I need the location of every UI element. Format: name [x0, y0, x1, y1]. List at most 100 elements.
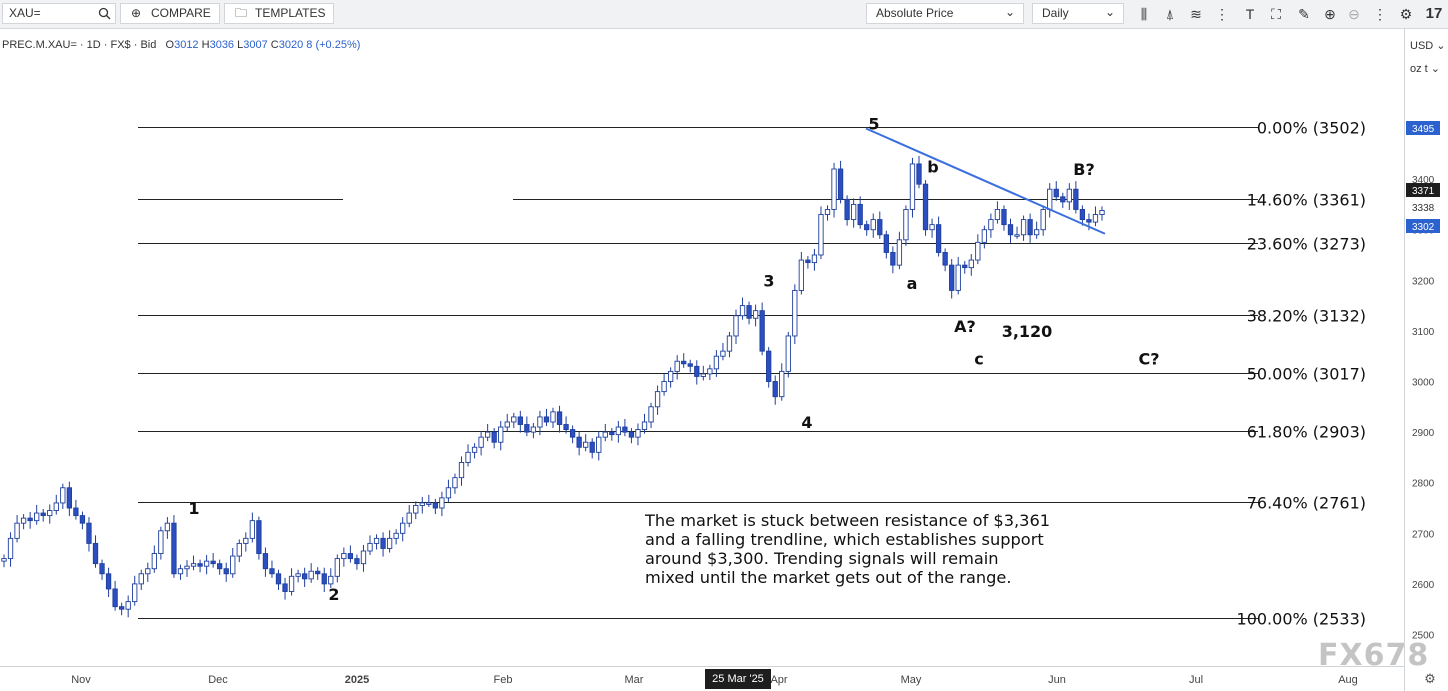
analysis-line: around $3,300. Trending signals will rem… [645, 549, 999, 568]
candle-body [230, 555, 236, 575]
wave-label: B? [1073, 160, 1094, 179]
candle-body [517, 416, 523, 425]
change-value: 8 (+0.25%) [306, 39, 361, 51]
indicators-icon[interactable]: ≋ [1190, 6, 1202, 22]
search-icon[interactable] [98, 4, 111, 28]
candle-body [681, 360, 687, 365]
candle-body [413, 505, 419, 514]
price-badge-label: 3302 [1412, 222, 1435, 233]
compare-label: COMPARE [151, 6, 211, 20]
candle-body [321, 573, 327, 585]
price-badge [1406, 219, 1440, 233]
candle-body [563, 424, 569, 431]
analysis-note: The market is stuck between resistance o… [645, 511, 1115, 587]
zoom-in-icon[interactable]: ⊕ [1324, 6, 1336, 22]
instrument-label: PREC.M.XAU= · 1D · FX$ · Bid [2, 39, 157, 51]
candle-body [602, 431, 608, 438]
candle-body [269, 568, 275, 575]
axis-settings-icon[interactable]: ⚙ [1424, 671, 1436, 686]
drawing-icon[interactable]: ⋮ [1215, 6, 1229, 22]
wave-label: 5 [868, 114, 879, 133]
candle-body [86, 522, 92, 544]
candle-body [994, 209, 1001, 221]
currency-select[interactable]: USD ⌄ [1410, 40, 1446, 52]
high-label: H [201, 39, 210, 51]
candle-body [164, 522, 171, 532]
candle-body [569, 429, 576, 438]
candle-body [1027, 219, 1033, 236]
candle-body [73, 507, 79, 517]
candle-body [929, 224, 935, 231]
wave-label: b [927, 157, 938, 176]
candle-body [635, 429, 641, 438]
wave-label: 2 [328, 585, 339, 604]
candle-body [890, 252, 896, 266]
candle-body [217, 563, 223, 570]
candle-body [674, 360, 680, 372]
candle-body [145, 568, 151, 575]
candle-body [824, 209, 831, 215]
time-tick-label: Dec [208, 674, 228, 686]
price-tick-label: 3400 [1412, 175, 1435, 186]
candle-body [746, 305, 752, 319]
wave-label: C? [1138, 350, 1159, 369]
fib-level-label: 38.20% (3132) [1247, 307, 1366, 326]
candle-body [419, 502, 425, 506]
candle-body [498, 426, 504, 443]
candle-body [935, 224, 942, 253]
chevron-down-icon: ⌄ [1104, 5, 1115, 19]
candle-body [465, 451, 471, 463]
candle-body [426, 502, 432, 505]
annotation-icon[interactable]: ✎ [1298, 6, 1310, 22]
candle-body [537, 416, 543, 428]
candle-body [942, 252, 948, 266]
candle-body [785, 335, 791, 372]
analysis-line: and a falling trendline, which establish… [645, 530, 1044, 549]
candle-body [687, 363, 693, 367]
candle-body [700, 373, 706, 377]
high-value: 3036 [209, 39, 235, 51]
candle-body [857, 203, 863, 226]
candle-body [256, 520, 262, 554]
text-tool-icon[interactable]: T [1245, 6, 1255, 22]
more-icon[interactable]: ⋮ [1373, 6, 1387, 22]
price-badge [1406, 183, 1440, 197]
compare-chart-icon[interactable]: ⍋ [1165, 6, 1175, 22]
compare-button[interactable]: ⊕ COMPARE [120, 3, 220, 24]
candle-body [1092, 214, 1099, 223]
zoom-out-icon[interactable]: ⊖ [1348, 6, 1360, 22]
time-tick-label: Aug [1338, 674, 1358, 686]
crosshair-select-icon[interactable]: ⛶ [1271, 6, 1281, 22]
candle-body [243, 537, 249, 544]
templates-button[interactable]: 🗀 TEMPLATES [224, 3, 334, 24]
candle-body [759, 310, 765, 352]
wave-label: a [907, 274, 918, 293]
settings-icon[interactable]: ⚙ [1399, 6, 1413, 22]
candle-body [452, 477, 458, 489]
candle-body [367, 542, 373, 552]
symbol-search-input[interactable]: XAU= [2, 3, 116, 24]
candle-body [1, 558, 7, 562]
candle-body [661, 381, 667, 393]
interval-select[interactable]: Daily ⌄ [1032, 3, 1124, 24]
price-mode-select[interactable]: Absolute Price ⌄ [866, 3, 1024, 24]
unit-select[interactable]: oz t ⌄ [1410, 63, 1441, 75]
candle-body [360, 550, 367, 565]
candle-body [27, 517, 33, 522]
wave-label: c [974, 350, 983, 369]
candle-body [694, 365, 700, 377]
candle-body [308, 570, 314, 580]
time-tick-label: May [901, 674, 922, 686]
candlestick-icon[interactable]: ⫼ [1140, 6, 1148, 22]
candle-body [53, 502, 59, 511]
price-tick-label: 3200 [1412, 276, 1435, 287]
candle-body [203, 560, 210, 567]
candle-body [1053, 188, 1059, 198]
candle-body [1047, 188, 1053, 210]
candle-body [439, 497, 445, 509]
candle-body [1099, 210, 1105, 215]
price-badge-label: 3338 [1412, 203, 1435, 214]
candle-body [380, 537, 386, 549]
candle-body [60, 487, 66, 504]
